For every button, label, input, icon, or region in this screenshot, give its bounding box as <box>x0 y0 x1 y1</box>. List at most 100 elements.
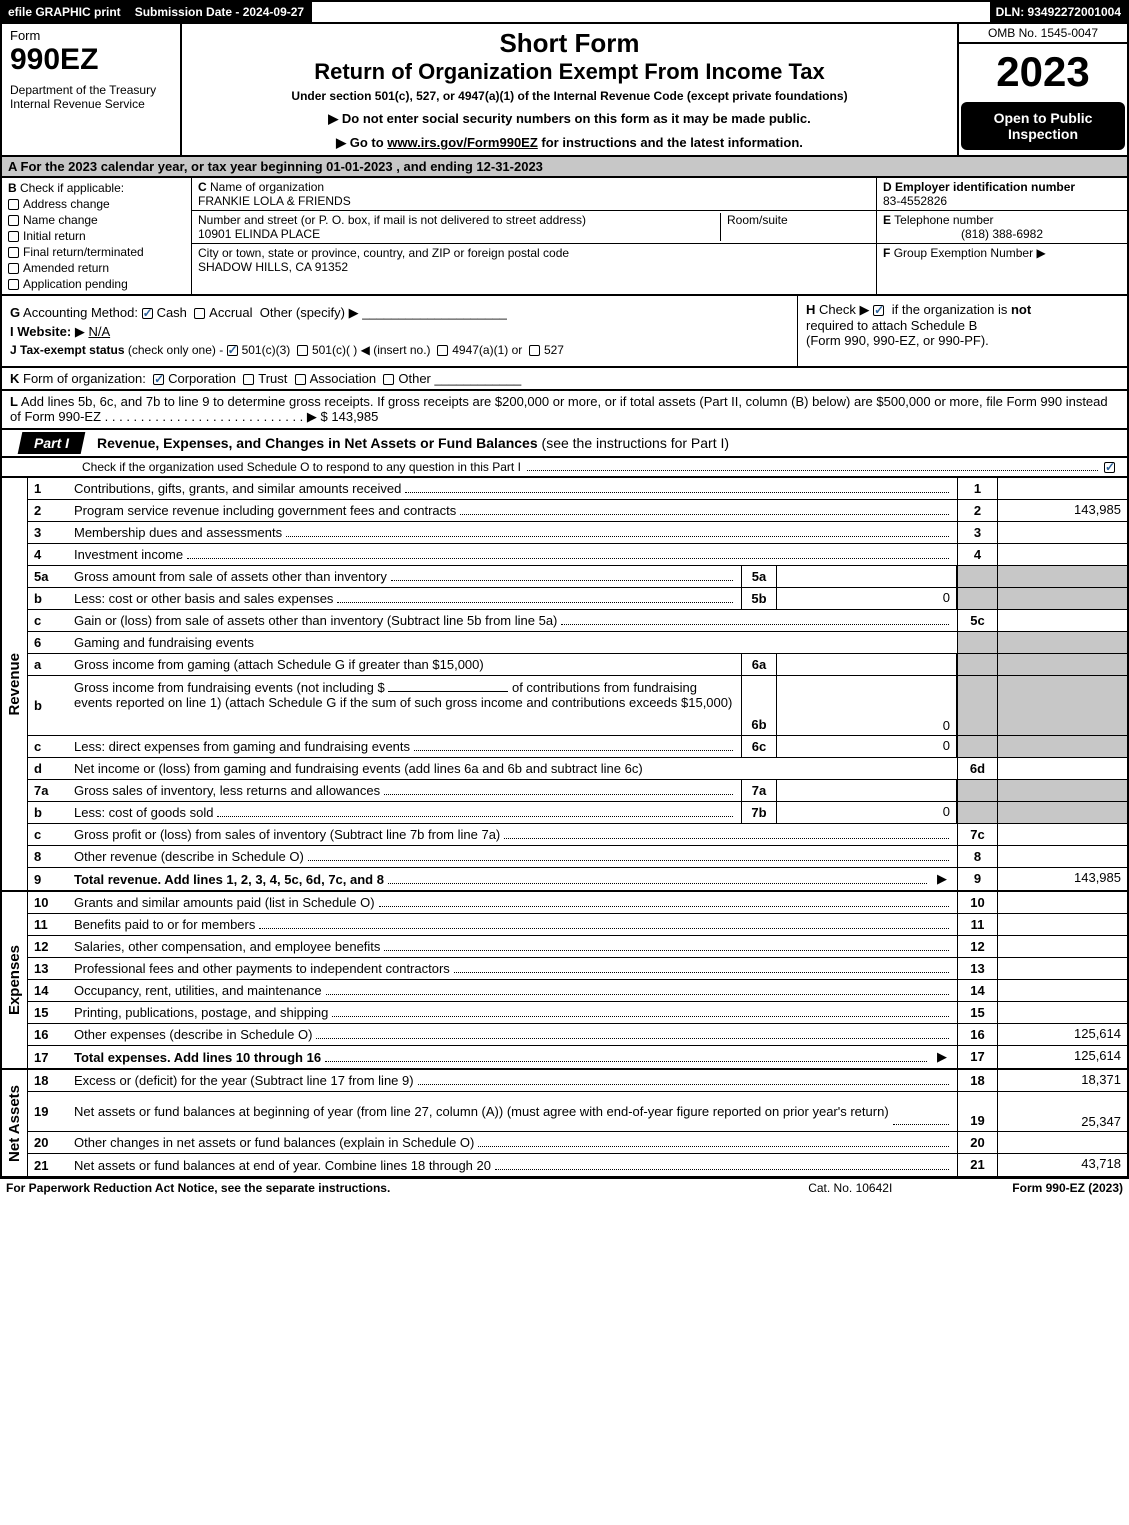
revenue-side-label: Revenue <box>2 478 28 890</box>
section-c: C Name of organization FRANKIE LOLA & FR… <box>192 178 877 294</box>
row-a: A For the 2023 calendar year, or tax yea… <box>0 157 1129 178</box>
b-label: B <box>8 181 17 195</box>
line-7b: b Less: cost of goods sold 7b 0 <box>28 802 1127 824</box>
line-8-value <box>997 846 1127 867</box>
line-9-value: 143,985 <box>997 868 1127 890</box>
form-subtitle: Under section 501(c), 527, or 4947(a)(1)… <box>190 89 949 103</box>
cb-association[interactable] <box>295 374 306 385</box>
ein-value: 83-4552826 <box>883 194 947 208</box>
line-14: 14 Occupancy, rent, utilities, and maint… <box>28 980 1127 1002</box>
triangle-icon <box>307 409 317 424</box>
cb-501c[interactable] <box>297 345 308 356</box>
line-16-value: 125,614 <box>997 1024 1127 1045</box>
form-word: Form <box>10 28 172 43</box>
line-6b-value: 0 <box>777 676 957 735</box>
row-k: K Form of organization: Corporation Trus… <box>0 368 1129 391</box>
short-form-title: Short Form <box>190 28 949 59</box>
line-i: I Website: N/A <box>10 324 789 340</box>
line-g: G Accounting Method: Cash Accrual Other … <box>10 305 789 321</box>
line-4-value <box>997 544 1127 565</box>
website-value: N/A <box>88 324 110 339</box>
expenses-lines: 10 Grants and similar amounts paid (list… <box>28 892 1127 1068</box>
open-inspection: Open to Public Inspection <box>961 102 1125 150</box>
revenue-section: Revenue 1 Contributions, gifts, grants, … <box>0 478 1129 892</box>
triangle-icon <box>937 1049 947 1065</box>
b-check-if: Check if applicable: <box>20 181 124 195</box>
c-name-label: Name of organization <box>210 180 324 194</box>
section-def: D Employer identification number 83-4552… <box>877 178 1127 294</box>
line-6a-value <box>777 654 957 675</box>
line-12-value <box>997 936 1127 957</box>
cb-name-change[interactable]: Name change <box>8 213 185 227</box>
cb-cash[interactable] <box>142 308 153 319</box>
line-3-value <box>997 522 1127 543</box>
cb-application-pending[interactable]: Application pending <box>8 277 185 291</box>
instruction-2: Go to www.irs.gov/Form990EZ for instruct… <box>190 135 949 151</box>
cb-initial-return[interactable]: Initial return <box>8 229 185 243</box>
line-7a: 7a Gross sales of inventory, less return… <box>28 780 1127 802</box>
line-3: 3 Membership dues and assessments 3 <box>28 522 1127 544</box>
line-j: J Tax-exempt status (check only one) - 5… <box>10 343 789 357</box>
cb-accrual[interactable] <box>194 308 205 319</box>
cb-corporation[interactable] <box>153 374 164 385</box>
line-1-value <box>997 478 1127 499</box>
line-11-value <box>997 914 1127 935</box>
page-footer: For Paperwork Reduction Act Notice, see … <box>0 1178 1129 1197</box>
line-5a: 5a Gross amount from sale of assets othe… <box>28 566 1127 588</box>
triangle-icon <box>336 135 346 151</box>
triangle-icon <box>349 305 359 320</box>
city-value: SHADOW HILLS, CA 91352 <box>198 260 348 274</box>
line-5b: b Less: cost or other basis and sales ex… <box>28 588 1127 610</box>
part-1-title: Revenue, Expenses, and Changes in Net As… <box>83 435 729 451</box>
line-7c: c Gross profit or (loss) from sales of i… <box>28 824 1127 846</box>
inst2a: Go to <box>350 135 388 150</box>
line-1: 1 Contributions, gifts, grants, and simi… <box>28 478 1127 500</box>
line-17-value: 125,614 <box>997 1046 1127 1068</box>
form-title: Return of Organization Exempt From Incom… <box>190 59 949 85</box>
part-1-tab: Part I <box>18 432 86 454</box>
cb-other-org[interactable] <box>383 374 394 385</box>
line-6b: b Gross income from fundraising events (… <box>28 676 1127 736</box>
line-19-value: 25,347 <box>997 1092 1127 1131</box>
part-1-header: Part I Revenue, Expenses, and Changes in… <box>0 430 1129 458</box>
triangle-icon <box>75 324 85 339</box>
triangle-left-icon <box>361 343 370 357</box>
cb-501c3[interactable] <box>227 345 238 356</box>
department: Department of the Treasury <box>10 83 172 97</box>
line-15-value <box>997 1002 1127 1023</box>
cb-amended-return[interactable]: Amended return <box>8 261 185 275</box>
irs-link[interactable]: www.irs.gov/Form990EZ <box>387 135 538 150</box>
gross-receipts-amount: $ 143,985 <box>321 409 379 424</box>
group-exemption-label: Group Exemption Number <box>894 246 1033 260</box>
section-h: H Check if the organization is not requi… <box>797 296 1127 366</box>
line-16: 16 Other expenses (describe in Schedule … <box>28 1024 1127 1046</box>
cb-527[interactable] <box>529 345 540 356</box>
cb-address-change[interactable]: Address change <box>8 197 185 211</box>
f-label: F <box>883 246 890 260</box>
row-l: L Add lines 5b, 6c, and 7b to line 9 to … <box>0 391 1129 430</box>
line-6a: a Gross income from gaming (attach Sched… <box>28 654 1127 676</box>
cb-final-return[interactable]: Final return/terminated <box>8 245 185 259</box>
line-18-value: 18,371 <box>997 1070 1127 1091</box>
line-15: 15 Printing, publications, postage, and … <box>28 1002 1127 1024</box>
section-b: B Check if applicable: Address change Na… <box>2 178 192 294</box>
cb-schedule-o-used[interactable] <box>1104 462 1115 473</box>
cb-4947[interactable] <box>437 345 448 356</box>
line-17: 17 Total expenses. Add lines 10 through … <box>28 1046 1127 1068</box>
omb-number: OMB No. 1545-0047 <box>959 24 1127 44</box>
dln-label: DLN: 93492272001004 <box>990 2 1127 22</box>
submission-date: Submission Date - 2024-09-27 <box>129 2 312 22</box>
tax-year: 2023 <box>959 44 1127 100</box>
line-21-value: 43,718 <box>997 1154 1127 1176</box>
line-12: 12 Salaries, other compensation, and emp… <box>28 936 1127 958</box>
cb-trust[interactable] <box>243 374 254 385</box>
triangle-icon <box>1036 246 1045 260</box>
net-assets-side-label: Net Assets <box>2 1070 28 1176</box>
c-label: C <box>198 180 207 194</box>
cb-schedule-b-not-required[interactable] <box>873 305 884 316</box>
section-ghij: G Accounting Method: Cash Accrual Other … <box>0 296 1129 368</box>
line-11: 11 Benefits paid to or for members 11 <box>28 914 1127 936</box>
header-right: OMB No. 1545-0047 2023 Open to Public In… <box>957 24 1127 155</box>
line-18: 18 Excess or (deficit) for the year (Sub… <box>28 1070 1127 1092</box>
line-7b-value: 0 <box>777 802 957 823</box>
